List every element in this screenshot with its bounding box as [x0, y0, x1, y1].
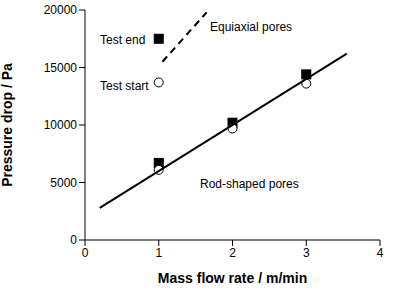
svg-text:15000: 15000 [44, 61, 78, 75]
html-text:Test start: Test start [100, 79, 149, 93]
svg-text:5000: 5000 [50, 176, 77, 190]
html-text:Test end: Test end [100, 33, 146, 47]
svg-text:4: 4 [377, 246, 384, 260]
svg-text:0: 0 [70, 233, 77, 247]
html-text:Rod-shaped pores: Rod-shaped pores [200, 177, 299, 191]
svg-text:Pressure drop / Pa: Pressure drop / Pa [8, 63, 15, 187]
svg-text:Mass flow rate / m/min: Mass flow rate / m/min [158, 270, 307, 286]
svg-text:3: 3 [303, 246, 310, 260]
svg-text:2: 2 [229, 246, 236, 260]
svg-text:20000: 20000 [44, 3, 78, 17]
svg-text:1: 1 [155, 246, 162, 260]
svg-text:0: 0 [82, 246, 89, 260]
html-text:Equiaxial pores: Equiaxial pores [210, 20, 293, 34]
svg-text:10000: 10000 [44, 118, 78, 132]
